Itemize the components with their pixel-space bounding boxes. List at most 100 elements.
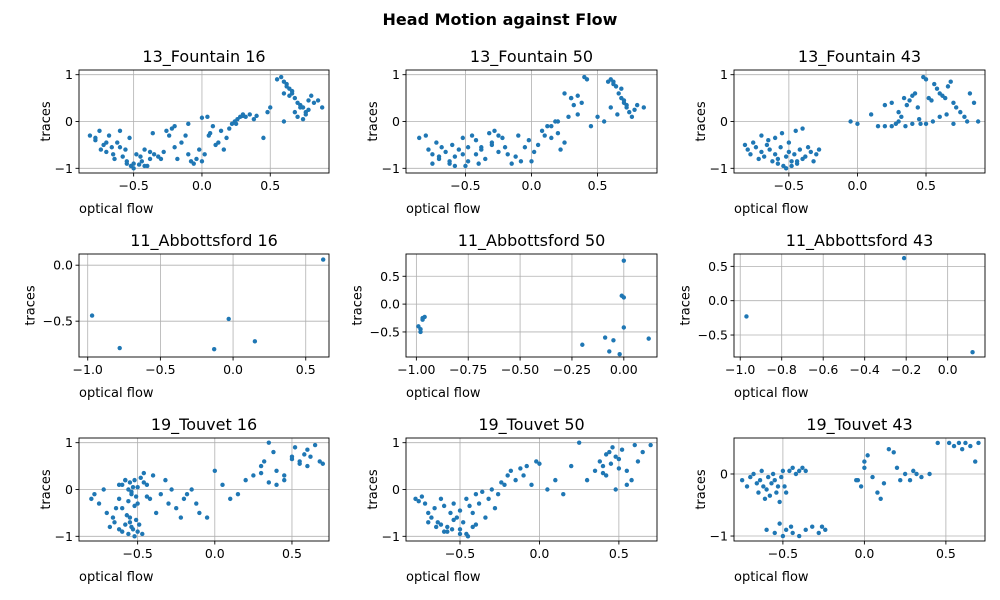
data-point xyxy=(958,109,963,115)
data-point xyxy=(632,107,637,112)
data-point xyxy=(129,489,134,495)
data-point xyxy=(607,349,612,354)
data-point xyxy=(531,149,537,155)
data-point xyxy=(268,105,273,110)
data-point xyxy=(518,466,523,471)
data-point xyxy=(320,257,326,262)
data-point xyxy=(199,159,205,164)
data-point xyxy=(779,474,784,480)
x-tick-label: 0.5 xyxy=(588,178,608,193)
data-point xyxy=(584,77,590,82)
data-point xyxy=(134,152,139,157)
data-point xyxy=(183,133,188,138)
data-point xyxy=(457,508,463,513)
subplot-title: 13_Fountain 16 xyxy=(142,47,265,67)
data-point xyxy=(951,121,956,127)
data-point xyxy=(775,161,781,166)
data-point xyxy=(445,524,450,530)
data-point xyxy=(251,473,256,478)
data-point xyxy=(140,531,145,537)
data-point xyxy=(218,128,224,134)
data-point xyxy=(120,482,125,488)
data-point xyxy=(89,496,94,502)
data-point xyxy=(624,482,630,488)
data-point xyxy=(889,100,894,105)
x-axis-label: optical flow xyxy=(406,202,481,217)
data-point xyxy=(266,480,272,485)
data-point xyxy=(745,147,750,152)
x-tick-label: −0.5 xyxy=(445,546,475,561)
data-point xyxy=(141,480,147,485)
data-point xyxy=(451,517,456,523)
data-point xyxy=(133,494,139,499)
data-point xyxy=(221,147,227,152)
data-point xyxy=(274,77,280,82)
data-point xyxy=(783,154,789,159)
data-point xyxy=(865,453,870,458)
data-point xyxy=(518,159,524,164)
data-point xyxy=(898,477,903,483)
data-point xyxy=(882,123,888,129)
data-point xyxy=(912,91,918,96)
data-point xyxy=(492,506,498,511)
data-point xyxy=(110,152,116,157)
data-point xyxy=(808,149,814,155)
x-tick-label: −0.5 xyxy=(122,546,152,561)
data-point xyxy=(423,133,429,138)
data-point xyxy=(97,128,102,134)
data-point xyxy=(770,159,775,164)
data-point xyxy=(106,133,112,138)
data-point xyxy=(914,471,919,477)
data-point xyxy=(197,147,202,152)
data-point xyxy=(131,161,136,166)
data-point xyxy=(191,161,196,166)
data-point xyxy=(98,147,104,152)
points-group xyxy=(89,257,326,352)
data-point xyxy=(417,135,422,141)
data-point xyxy=(796,533,802,539)
data-point xyxy=(780,533,786,539)
data-point xyxy=(492,128,497,134)
data-point xyxy=(136,522,142,527)
points-group xyxy=(87,74,325,171)
data-point xyxy=(308,454,313,459)
y-axis-label: traces xyxy=(351,285,366,326)
data-point xyxy=(135,529,140,534)
data-point xyxy=(489,142,495,148)
data-point xyxy=(464,496,469,502)
subplot-title: 19_Touvet 50 xyxy=(478,415,584,435)
y-tick-label: 0 xyxy=(720,466,728,481)
data-point xyxy=(426,520,431,525)
data-point xyxy=(537,461,542,466)
data-point xyxy=(868,112,874,117)
data-point xyxy=(793,128,798,134)
subplot-6: −1.0 −0.8 −0.6 −0.4 −0.2 0.0 −0.5 0.0 0.5 11_Abbo… xyxy=(679,231,986,401)
data-point xyxy=(436,154,442,159)
data-point xyxy=(881,481,887,486)
data-point xyxy=(619,447,625,452)
data-point xyxy=(797,147,803,152)
y-tick-label: −0.5 xyxy=(698,328,728,343)
data-point xyxy=(769,481,774,486)
y-tick-label: −1 xyxy=(710,161,728,176)
data-point xyxy=(621,295,627,300)
axes-frame xyxy=(733,253,986,358)
data-point xyxy=(608,461,614,466)
data-point xyxy=(426,147,431,152)
data-point xyxy=(789,163,794,169)
data-point xyxy=(875,123,881,129)
subplot-1: −0.5 0.0 0.5 −1 0 1 13_Fountain 16 optical flow… xyxy=(39,47,330,217)
data-point xyxy=(780,468,786,474)
data-point xyxy=(271,449,276,455)
data-point xyxy=(930,119,936,124)
data-point xyxy=(120,154,125,159)
data-point xyxy=(814,152,819,157)
data-point xyxy=(575,112,580,117)
y-tick-label: −1 xyxy=(55,161,73,176)
data-point xyxy=(796,468,802,474)
points-group xyxy=(739,440,981,539)
x-tick-label: 0.5 xyxy=(916,178,936,193)
data-point xyxy=(457,531,463,537)
data-point xyxy=(240,112,246,117)
subplot-4: −1.0 −0.5 0.0 0.5 −0.5 0.0 11_Abbottsford 16 op… xyxy=(24,231,330,401)
